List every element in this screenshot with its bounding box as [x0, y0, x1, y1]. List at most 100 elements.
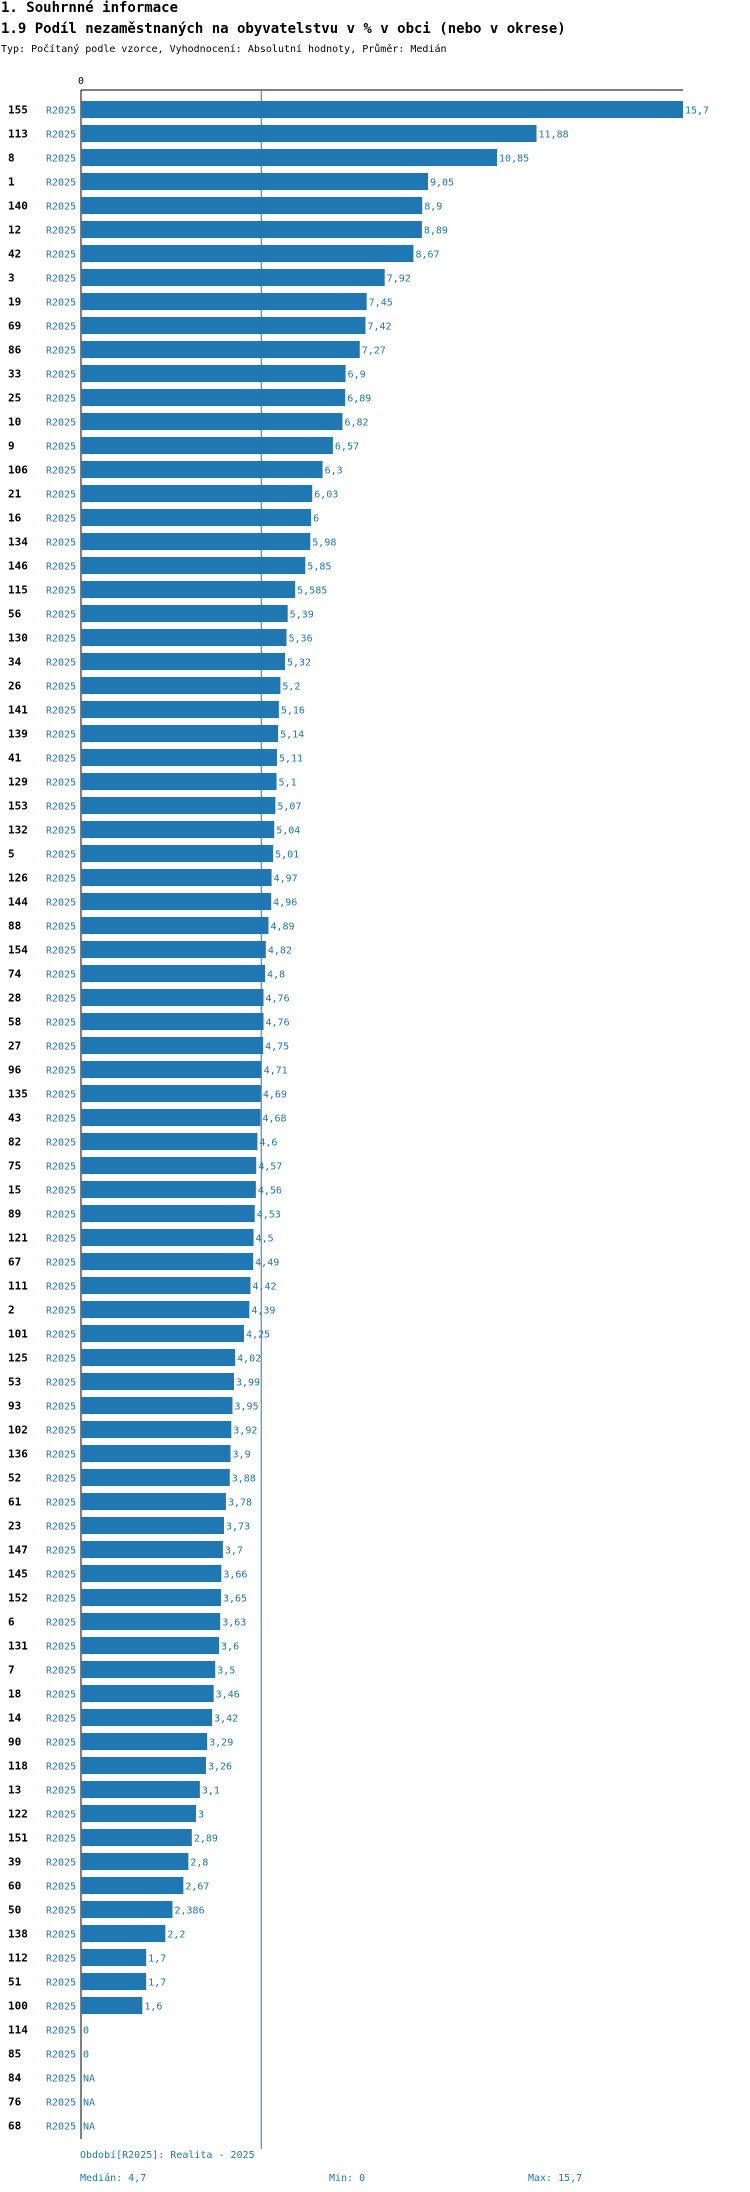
bar: [81, 989, 264, 1006]
bar-value-label: 3,73: [226, 1522, 250, 1533]
bar: [81, 821, 275, 838]
row-period-label: R2025: [46, 1162, 76, 1173]
bar-value-label: 1,6: [144, 2002, 162, 2013]
row-period-label: R2025: [46, 730, 76, 741]
row-period-label: R2025: [46, 1018, 76, 1029]
bar: [81, 1613, 221, 1630]
bar-value-label: 8,67: [415, 250, 439, 261]
row-period-label: R2025: [46, 538, 76, 549]
row-id-label: 26: [8, 680, 22, 693]
bar-value-label: 6,82: [345, 418, 369, 429]
bar-value-label: 4,96: [273, 898, 297, 909]
row-period-label: R2025: [46, 1522, 76, 1533]
row-id-label: 139: [8, 728, 28, 741]
bar-value-label: 4,49: [255, 1258, 279, 1269]
bar: [81, 1733, 208, 1750]
chart-subtitle: Typ: Počítaný podle vzorce, Vyhodnocení:…: [1, 44, 447, 55]
bar: [81, 605, 288, 622]
bar-value-label: 4,82: [268, 946, 292, 957]
bar-value-label: 5,39: [290, 610, 314, 621]
row-id-label: 34: [8, 656, 22, 669]
row-id-label: 134: [8, 536, 28, 549]
bar-value-label: 3,92: [233, 1426, 257, 1437]
row-id-label: 147: [8, 1544, 28, 1557]
bar: [81, 653, 285, 670]
bar: [81, 461, 323, 478]
row-period-label: R2025: [46, 130, 76, 141]
bar: [81, 1013, 264, 1030]
row-period-label: R2025: [46, 442, 76, 453]
row-period-label: R2025: [46, 850, 76, 861]
bar-value-label: 6: [313, 514, 319, 525]
bar: [81, 1133, 258, 1150]
row-period-label: R2025: [46, 1306, 76, 1317]
bar-value-label: 6,57: [335, 442, 359, 453]
bar-value-label: 4,6: [259, 1138, 277, 1149]
bar: [81, 869, 272, 886]
row-id-label: 8: [8, 152, 15, 165]
row-id-label: 56: [8, 608, 22, 621]
row-id-label: 138: [8, 1928, 28, 1941]
row-id-label: 153: [8, 800, 28, 813]
bar-value-label: 7,27: [362, 346, 386, 357]
row-id-label: 19: [8, 296, 21, 309]
bar: [81, 1565, 222, 1582]
row-id-label: 125: [8, 1352, 28, 1365]
bar: [81, 1085, 261, 1102]
row-period-label: R2025: [46, 298, 76, 309]
row-id-label: 100: [8, 2000, 28, 2013]
row-period-label: R2025: [46, 1114, 76, 1125]
bar-value-label: 6,3: [325, 466, 343, 477]
footer-median: Medián: 4,7: [80, 2173, 147, 2184]
row-id-label: 39: [8, 1856, 21, 1869]
row-period-label: R2025: [46, 658, 76, 669]
bar-value-label: 0: [83, 2026, 89, 2037]
row-period-label: R2025: [46, 802, 76, 813]
bar: [81, 581, 296, 598]
row-id-label: 85: [8, 2048, 21, 2061]
bar-value-label: 3,63: [222, 1618, 246, 1629]
bar: [81, 533, 311, 550]
bar-value-label: 4,56: [258, 1186, 282, 1197]
bar: [81, 341, 360, 358]
row-period-label: R2025: [46, 1690, 76, 1701]
row-id-label: 42: [8, 248, 21, 261]
footer-period: Období[R2025]: Realita - 2025: [80, 2150, 255, 2161]
bar: [81, 1661, 216, 1678]
bar-value-label: 10,85: [499, 154, 529, 165]
bar-value-label: 0: [83, 2050, 89, 2061]
row-id-label: 23: [8, 1520, 21, 1533]
bar-value-label: 3,66: [223, 1570, 247, 1581]
bar-value-label: 6,03: [314, 490, 338, 501]
row-id-label: 151: [8, 1832, 28, 1845]
bar-value-label: 5,36: [289, 634, 313, 645]
bar-value-label: NA: [83, 2122, 95, 2133]
row-id-label: 27: [8, 1040, 21, 1053]
bar-value-label: 4,76: [266, 994, 290, 1005]
row-id-label: 135: [8, 1088, 28, 1101]
bar: [81, 1589, 221, 1606]
bar: [81, 1877, 184, 1894]
bar-value-label: 4,42: [252, 1282, 276, 1293]
row-period-label: R2025: [46, 1762, 76, 1773]
bar: [81, 701, 279, 718]
row-period-label: R2025: [46, 1714, 76, 1725]
bar-value-label: 5,85: [307, 562, 331, 573]
bar: [81, 1781, 200, 1798]
bar-value-label: 3,95: [234, 1402, 258, 1413]
bar: [81, 221, 422, 238]
bar-value-label: 3,65: [223, 1594, 247, 1605]
bar-value-label: 5,16: [281, 706, 305, 717]
bar-value-label: 5,98: [312, 538, 336, 549]
bar: [81, 1157, 257, 1174]
row-period-label: R2025: [46, 1474, 76, 1485]
bar: [81, 1325, 244, 1342]
row-id-label: 9: [8, 440, 15, 453]
row-period-label: R2025: [46, 466, 76, 477]
row-period-label: R2025: [46, 1378, 76, 1389]
bar-value-label: 4,02: [237, 1354, 261, 1365]
bar: [81, 413, 343, 430]
bar-value-label: 4,39: [251, 1306, 275, 1317]
bar: [81, 725, 279, 742]
bar: [81, 1997, 143, 2014]
